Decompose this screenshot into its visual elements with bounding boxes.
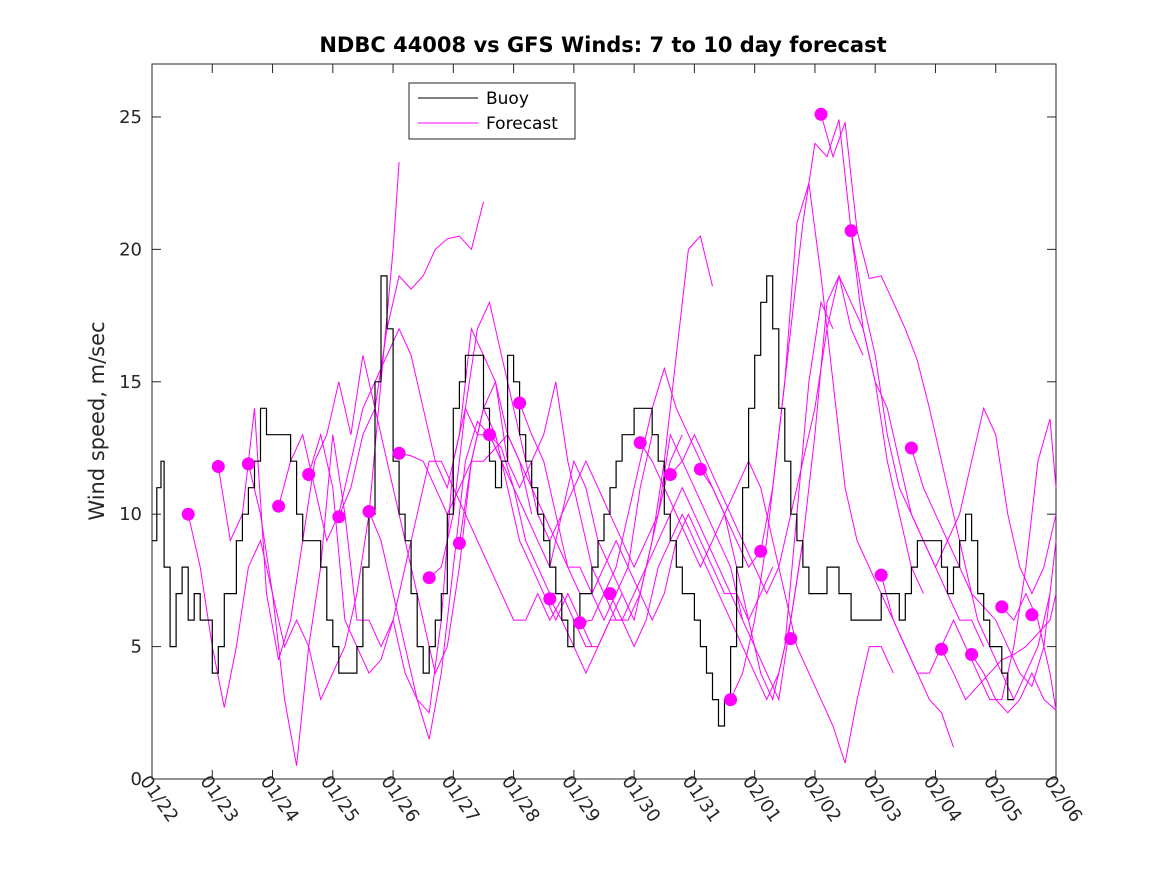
buoy-line: [152, 275, 1014, 727]
x-tick-label: 01/22: [135, 772, 182, 827]
legend-forecast-label: Forecast: [486, 114, 558, 134]
forecast-series-line: [639, 442, 894, 764]
forecast-series-line: [217, 201, 484, 660]
forecast-series-line: [1001, 592, 1057, 711]
y-axis: 0 5 10 15 20 25: [119, 107, 1056, 790]
forecast-point: [483, 428, 496, 442]
forecast-point: [422, 571, 436, 585]
x-tick-label: 01/25: [316, 772, 363, 827]
forecast-series-line: [669, 274, 924, 595]
forecast-series-line: [579, 300, 834, 702]
x-tick-label: 01/30: [617, 772, 664, 827]
forecast-point: [302, 468, 316, 481]
forecast-point: [874, 568, 888, 582]
forecast-point: [181, 507, 195, 521]
y-tick-label: 15: [119, 372, 142, 393]
forecast-series-line: [820, 114, 1051, 701]
x-tick-label: 02/06: [1039, 772, 1086, 827]
forecast-point: [332, 510, 346, 524]
y-tick-label: 25: [119, 107, 142, 128]
forecast-point: [693, 462, 707, 476]
buoy-line-group: [152, 275, 1014, 727]
forecast-point: [784, 632, 798, 646]
x-tick-label: 01/31: [678, 772, 725, 827]
forecast-point: [814, 107, 828, 121]
forecast-point: [754, 544, 768, 558]
forecast-series-line: [278, 326, 533, 543]
forecast-point: [935, 642, 948, 656]
x-tick-label: 01/23: [196, 772, 243, 827]
forecast-point: [1025, 608, 1039, 622]
forecast-series-line: [730, 119, 985, 700]
x-tick-label: 01/24: [256, 772, 303, 827]
forecast-point: [573, 616, 587, 630]
forecast-point: [844, 224, 858, 238]
forecast-point: [392, 446, 406, 460]
forecast-points: [181, 107, 1039, 707]
forecast-point: [272, 499, 286, 513]
forecast-series-line: [338, 406, 593, 675]
x-tick-label: 02/03: [858, 772, 905, 827]
x-tick-label: 02/04: [919, 772, 966, 827]
forecast-point: [513, 396, 527, 410]
forecast-series-line: [308, 432, 563, 675]
forecast-series-line: [458, 235, 713, 621]
legend-box: [408, 82, 576, 140]
forecast-point: [965, 648, 979, 661]
y-tick-label: 10: [119, 504, 142, 525]
x-tick-label: 02/05: [979, 772, 1026, 827]
forecast-series-line: [428, 300, 683, 579]
x-tick-label: 01/26: [376, 772, 423, 827]
forecast-point: [603, 587, 617, 601]
y-tick-label: 5: [131, 637, 142, 658]
forecast-point: [543, 592, 557, 606]
y-axis-label: Wind speed, m/sec: [85, 321, 109, 520]
forecast-point: [904, 441, 918, 455]
forecast-series-line: [489, 432, 744, 622]
chart-title: NDBC 44008 vs GFS Winds: 7 to 10 day for…: [319, 33, 886, 57]
y-tick-label: 0: [131, 769, 142, 790]
forecast-point: [362, 505, 376, 518]
y-tick-label: 20: [119, 239, 142, 260]
forecast-point: [724, 693, 738, 707]
forecast-series-line: [549, 486, 804, 702]
forecast-point: [211, 460, 225, 473]
x-tick-label: 02/02: [798, 772, 845, 827]
x-tick-label: 01/28: [497, 772, 544, 827]
x-tick-label: 01/27: [437, 772, 484, 827]
legend-buoy-label: Buoy: [486, 89, 529, 109]
forecast-series-line: [971, 654, 1057, 714]
forecast-point: [241, 457, 255, 471]
x-tick-label: 02/01: [738, 772, 785, 827]
legend: Buoy Forecast: [408, 82, 576, 140]
forecast-lines: [187, 114, 1057, 766]
forecast-point: [995, 600, 1009, 614]
forecast-point: [452, 536, 466, 550]
forecast-point: [663, 468, 677, 481]
plot-frame: [151, 63, 1057, 780]
forecast-point: [633, 436, 647, 450]
x-tick-label: 01/29: [557, 772, 604, 827]
forecast-series-line: [850, 230, 1057, 595]
